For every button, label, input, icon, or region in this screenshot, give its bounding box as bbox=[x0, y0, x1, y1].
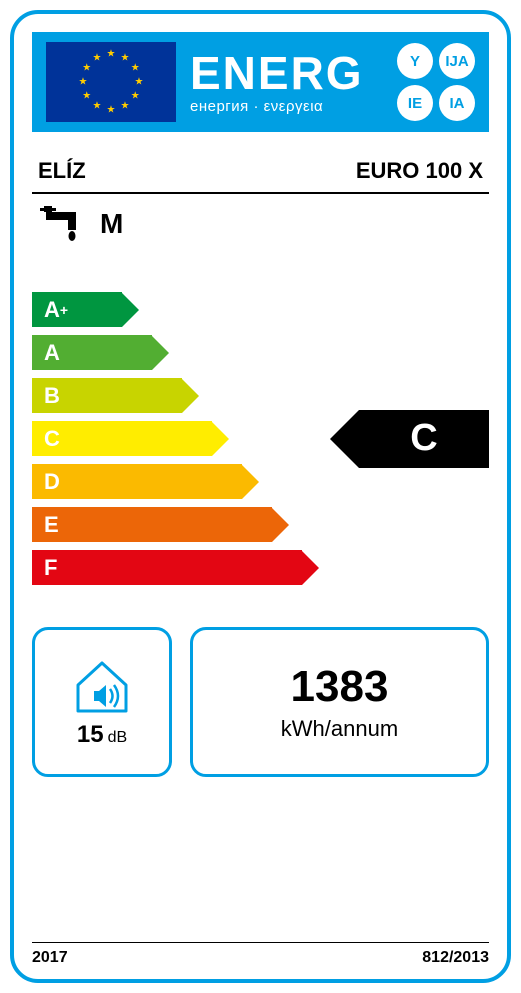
load-profile-letter: M bbox=[100, 208, 123, 240]
noise-house-icon bbox=[72, 655, 132, 715]
efficiency-bar: A bbox=[32, 335, 319, 370]
footer-year: 2017 bbox=[32, 949, 68, 967]
consumption-value: 1383 bbox=[291, 662, 389, 712]
rating-class: C bbox=[410, 417, 437, 460]
efficiency-bar: C bbox=[32, 421, 319, 456]
supplier-name: ELÍZ bbox=[38, 158, 86, 184]
energ-suffix-grid: Y IJA IE IA bbox=[397, 43, 475, 121]
load-profile-row: M bbox=[32, 206, 489, 242]
suffix-badge: Y bbox=[397, 43, 433, 79]
eu-flag-icon: ★★★★★★★★★★★★ bbox=[46, 42, 176, 122]
model-name: EURO 100 X bbox=[356, 158, 483, 184]
bottom-row: 15dB 1383 kWh/annum bbox=[32, 627, 489, 777]
tap-icon bbox=[38, 206, 82, 242]
consumption-box: 1383 kWh/annum bbox=[190, 627, 489, 777]
suffix-badge: IA bbox=[439, 85, 475, 121]
efficiency-bar: F bbox=[32, 550, 319, 585]
noise-box: 15dB bbox=[32, 627, 172, 777]
energ-wordmark: ENERG енергия · ενεργεια bbox=[190, 50, 383, 115]
footer-regulation: 812/2013 bbox=[422, 949, 489, 967]
noise-value: 15 bbox=[77, 721, 104, 748]
energy-label: ★★★★★★★★★★★★ ENERG енергия · ενεργεια Y … bbox=[10, 10, 511, 983]
suffix-badge: IE bbox=[397, 85, 433, 121]
noise-unit: dB bbox=[108, 729, 128, 746]
consumption-unit: kWh/annum bbox=[281, 716, 398, 742]
header-banner: ★★★★★★★★★★★★ ENERG енергия · ενεργεια Y … bbox=[32, 32, 489, 132]
identification-row: ELÍZ EURO 100 X bbox=[32, 158, 489, 194]
footer-row: 2017 812/2013 bbox=[32, 942, 489, 967]
efficiency-bar: B bbox=[32, 378, 319, 413]
efficiency-bar: D bbox=[32, 464, 319, 499]
rating-pointer: C bbox=[359, 410, 489, 468]
noise-value-row: 15dB bbox=[77, 721, 127, 749]
efficiency-bar: A+ bbox=[32, 292, 319, 327]
energ-title: ENERG bbox=[190, 50, 383, 96]
efficiency-scale: A+ABCDEF C bbox=[32, 292, 489, 597]
efficiency-bar: E bbox=[32, 507, 319, 542]
suffix-badge: IJA bbox=[439, 43, 475, 79]
energ-subtitle: енергия · ενεργεια bbox=[190, 98, 383, 115]
